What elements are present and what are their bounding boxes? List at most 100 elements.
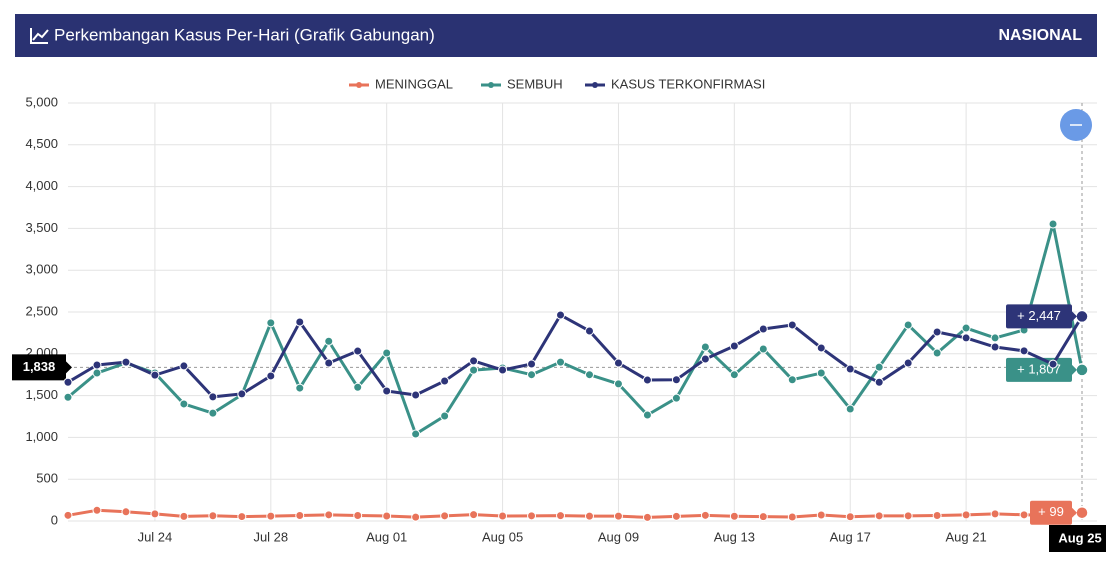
data-point bbox=[1048, 219, 1058, 229]
legend-swatch-dot bbox=[356, 82, 362, 88]
data-point bbox=[584, 511, 594, 521]
data-point bbox=[179, 361, 189, 371]
data-point bbox=[758, 512, 768, 522]
data-point bbox=[440, 411, 450, 421]
data-point bbox=[92, 360, 102, 370]
data-point bbox=[613, 511, 623, 521]
data-point bbox=[613, 379, 623, 389]
y-tick-label: 3,000 bbox=[25, 262, 58, 277]
data-point bbox=[63, 377, 73, 387]
x-tick-label: Aug 25 bbox=[1058, 530, 1101, 545]
data-point bbox=[295, 510, 305, 520]
legend-label: SEMBUH bbox=[507, 76, 563, 91]
data-point bbox=[816, 510, 826, 520]
data-point bbox=[179, 399, 189, 409]
data-point bbox=[584, 370, 594, 380]
x-tick-label: Jul 28 bbox=[253, 529, 288, 544]
data-point bbox=[642, 410, 652, 420]
y-tick-label: 3,500 bbox=[25, 220, 58, 235]
data-point bbox=[932, 510, 942, 520]
data-point bbox=[411, 429, 421, 439]
value-label-arrow bbox=[1072, 364, 1077, 375]
data-point bbox=[758, 324, 768, 334]
header-icon bbox=[30, 28, 49, 44]
data-point bbox=[932, 348, 942, 358]
data-point bbox=[874, 511, 884, 521]
data-point bbox=[729, 341, 739, 351]
value-label-arrow bbox=[1072, 507, 1077, 518]
data-point bbox=[845, 512, 855, 522]
data-point bbox=[903, 511, 913, 521]
data-point bbox=[92, 505, 102, 515]
y-tick-label: 2,500 bbox=[25, 303, 58, 318]
data-point bbox=[787, 512, 797, 522]
x-tick-label: Aug 17 bbox=[830, 529, 871, 544]
data-point bbox=[816, 368, 826, 378]
data-point bbox=[845, 364, 855, 374]
data-point bbox=[266, 511, 276, 521]
data-point bbox=[758, 344, 768, 354]
data-point bbox=[527, 370, 537, 380]
x-tick-label: Aug 21 bbox=[946, 529, 987, 544]
data-point bbox=[324, 510, 334, 520]
series-line bbox=[67, 222, 1084, 436]
y-tick-label: 0 bbox=[51, 512, 58, 527]
data-point bbox=[353, 346, 363, 356]
data-point bbox=[208, 392, 218, 402]
data-point bbox=[874, 377, 884, 387]
data-point bbox=[700, 342, 710, 352]
data-point bbox=[382, 348, 392, 358]
series-line bbox=[67, 313, 1084, 399]
x-tick-label: Aug 09 bbox=[598, 529, 639, 544]
data-point bbox=[642, 375, 652, 385]
legend-label: KASUS TERKONFIRMASI bbox=[611, 76, 765, 91]
legend-swatch-dot bbox=[488, 82, 494, 88]
data-point bbox=[353, 510, 363, 520]
data-point bbox=[353, 382, 363, 392]
data-point bbox=[1019, 346, 1029, 356]
data-point bbox=[903, 320, 913, 330]
data-point bbox=[266, 318, 276, 328]
data-point bbox=[469, 356, 479, 366]
data-point bbox=[990, 509, 1000, 519]
data-point bbox=[874, 362, 884, 372]
data-point bbox=[411, 512, 421, 522]
data-point bbox=[295, 317, 305, 327]
data-point bbox=[150, 370, 160, 380]
data-point bbox=[411, 390, 421, 400]
data-point bbox=[613, 358, 623, 368]
data-point bbox=[440, 376, 450, 386]
data-point bbox=[527, 511, 537, 521]
data-point bbox=[787, 320, 797, 330]
data-point bbox=[63, 392, 73, 402]
crosshair-label: 1,838 bbox=[23, 359, 56, 374]
data-point bbox=[469, 510, 479, 520]
data-point bbox=[382, 386, 392, 396]
data-point bbox=[498, 511, 508, 521]
legend-swatch-dot bbox=[592, 82, 598, 88]
data-point bbox=[961, 333, 971, 343]
x-tick-label: Aug 13 bbox=[714, 529, 755, 544]
data-point bbox=[787, 375, 797, 385]
data-point bbox=[237, 512, 247, 522]
data-point bbox=[1075, 505, 1089, 520]
data-point bbox=[121, 357, 131, 367]
data-point bbox=[671, 511, 681, 521]
value-label: + 99 bbox=[1038, 504, 1064, 519]
y-tick-label: 4,000 bbox=[25, 178, 58, 193]
y-tick-label: 500 bbox=[36, 471, 58, 486]
data-point bbox=[1075, 309, 1089, 324]
x-tick-label: Jul 24 bbox=[138, 529, 173, 544]
data-point bbox=[121, 507, 131, 517]
data-point bbox=[382, 511, 392, 521]
data-point bbox=[845, 404, 855, 414]
data-point bbox=[527, 359, 537, 369]
data-point bbox=[1075, 363, 1089, 377]
data-point bbox=[208, 408, 218, 418]
data-point bbox=[903, 358, 913, 368]
value-label-arrow bbox=[1072, 311, 1077, 322]
data-point bbox=[179, 511, 189, 521]
data-point bbox=[671, 375, 681, 385]
data-point bbox=[92, 368, 102, 378]
x-tick-highlight bbox=[1049, 525, 1106, 552]
